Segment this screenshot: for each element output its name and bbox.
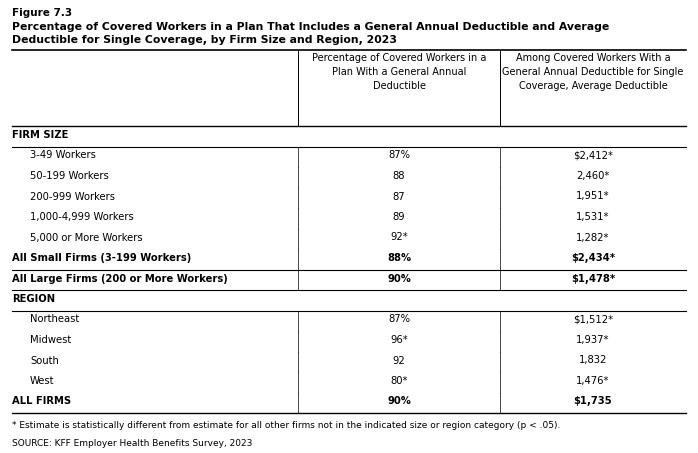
Text: 5,000 or More Workers: 5,000 or More Workers bbox=[30, 232, 142, 242]
Text: 92: 92 bbox=[392, 356, 406, 366]
Text: 1,531*: 1,531* bbox=[577, 212, 610, 222]
Text: Northeast: Northeast bbox=[30, 314, 80, 324]
Text: 1,282*: 1,282* bbox=[577, 232, 610, 242]
Text: * Estimate is statistically different from estimate for all other firms not in t: * Estimate is statistically different fr… bbox=[12, 421, 560, 430]
Text: $1,478*: $1,478* bbox=[571, 274, 615, 284]
Text: REGION: REGION bbox=[12, 294, 55, 304]
Text: $2,434*: $2,434* bbox=[571, 253, 615, 263]
Text: South: South bbox=[30, 356, 59, 366]
Text: Midwest: Midwest bbox=[30, 335, 71, 345]
Text: 80*: 80* bbox=[390, 376, 408, 386]
Text: FIRM SIZE: FIRM SIZE bbox=[12, 130, 68, 140]
Text: 90%: 90% bbox=[387, 274, 411, 284]
Text: 1,000-4,999 Workers: 1,000-4,999 Workers bbox=[30, 212, 134, 222]
Text: 88%: 88% bbox=[387, 253, 411, 263]
Text: All Large Firms (200 or More Workers): All Large Firms (200 or More Workers) bbox=[12, 274, 228, 284]
Text: 88: 88 bbox=[393, 171, 406, 181]
Text: Percentage of Covered Workers in a Plan That Includes a General Annual Deductibl: Percentage of Covered Workers in a Plan … bbox=[12, 22, 609, 32]
Text: 50-199 Workers: 50-199 Workers bbox=[30, 171, 109, 181]
Text: 87%: 87% bbox=[388, 150, 410, 160]
Text: 200-999 Workers: 200-999 Workers bbox=[30, 192, 115, 202]
Text: 92*: 92* bbox=[390, 232, 408, 242]
Text: 1,476*: 1,476* bbox=[577, 376, 610, 386]
Text: 90%: 90% bbox=[387, 396, 411, 406]
Text: $1,735: $1,735 bbox=[574, 396, 612, 406]
Text: Figure 7.3: Figure 7.3 bbox=[12, 8, 72, 18]
Text: 1,937*: 1,937* bbox=[577, 335, 610, 345]
Text: 1,951*: 1,951* bbox=[576, 192, 610, 202]
Text: 1,832: 1,832 bbox=[579, 356, 607, 366]
Text: Among Covered Workers With a
General Annual Deductible for Single
Coverage, Aver: Among Covered Workers With a General Ann… bbox=[503, 53, 683, 91]
Text: All Small Firms (3-199 Workers): All Small Firms (3-199 Workers) bbox=[12, 253, 191, 263]
Text: ALL FIRMS: ALL FIRMS bbox=[12, 396, 71, 406]
Text: West: West bbox=[30, 376, 54, 386]
Text: 89: 89 bbox=[393, 212, 406, 222]
Text: $2,412*: $2,412* bbox=[573, 150, 613, 160]
Text: 2,460*: 2,460* bbox=[577, 171, 609, 181]
Text: 87: 87 bbox=[393, 192, 406, 202]
Text: 87%: 87% bbox=[388, 314, 410, 324]
Text: SOURCE: KFF Employer Health Benefits Survey, 2023: SOURCE: KFF Employer Health Benefits Sur… bbox=[12, 439, 253, 448]
Text: Deductible for Single Coverage, by Firm Size and Region, 2023: Deductible for Single Coverage, by Firm … bbox=[12, 35, 397, 45]
Text: Percentage of Covered Workers in a
Plan With a General Annual
Deductible: Percentage of Covered Workers in a Plan … bbox=[312, 53, 487, 91]
Text: 96*: 96* bbox=[390, 335, 408, 345]
Text: 3-49 Workers: 3-49 Workers bbox=[30, 150, 96, 160]
Text: $1,512*: $1,512* bbox=[573, 314, 613, 324]
